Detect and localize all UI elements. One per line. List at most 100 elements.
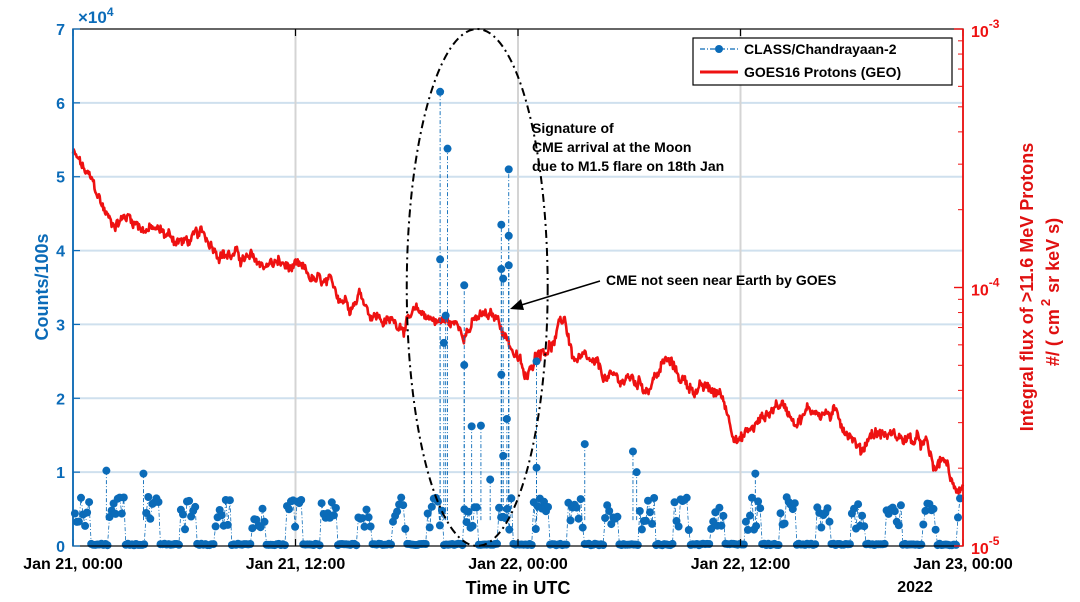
class-spike-point — [628, 447, 637, 456]
class-point — [684, 526, 693, 534]
class-spike-point — [486, 475, 495, 484]
class-point — [952, 540, 960, 549]
x-tick-label: Jan 21, 00:00 — [23, 556, 123, 573]
y-right-label: Integral flux of >11.6 MeV Protons — [1017, 143, 1037, 432]
class-point — [613, 512, 622, 521]
class-point — [748, 493, 756, 502]
class-point — [458, 541, 467, 550]
y-right-tick-label: 10-4 — [971, 276, 1000, 300]
class-spike-point — [532, 357, 541, 366]
x-axis-label: Time in UTC — [466, 578, 571, 598]
class-spike-point — [443, 144, 452, 153]
class-point — [746, 511, 754, 520]
legend-goes-label: GOES16 Protons (GEO) — [744, 64, 901, 80]
class-point — [566, 516, 575, 525]
class-point — [605, 507, 614, 515]
class-point — [890, 507, 899, 516]
class-point — [146, 514, 155, 523]
class-point — [248, 524, 257, 533]
x-year-label: 2022 — [897, 579, 933, 596]
class-spike-point — [436, 87, 445, 96]
y-left-tick-label: 7 — [56, 22, 65, 39]
legend-class-label: CLASS/Chandrayaan-2 — [744, 41, 897, 57]
class-spike-point — [499, 451, 508, 460]
class-point — [599, 541, 608, 549]
class-point — [358, 514, 367, 523]
class-spike-point — [580, 440, 589, 449]
annotation-signature: Signature of CME arrival at the Moon due… — [532, 120, 724, 174]
class-spike-point — [460, 281, 469, 290]
class-spike-point — [497, 265, 506, 274]
class-point — [648, 519, 657, 528]
goes16-line — [71, 148, 965, 495]
gridlines — [73, 29, 963, 546]
legend-box — [692, 37, 953, 86]
annotation-arrow — [510, 280, 601, 310]
class-point — [77, 493, 85, 502]
y-left-tick-label: 5 — [56, 170, 65, 187]
class-point — [217, 511, 226, 520]
class-point — [715, 503, 724, 512]
class-point — [315, 541, 324, 550]
class-point — [576, 495, 585, 504]
y-left-tick-label: 0 — [56, 539, 65, 556]
class-spike-point — [532, 463, 541, 472]
y-left-tick-label: 1 — [56, 465, 65, 482]
class-point — [954, 513, 962, 522]
class-point — [360, 522, 369, 531]
legend: CLASS/Chandrayaan-2 GOES16 Protons (GEO) — [692, 37, 953, 86]
class-point — [650, 494, 659, 502]
class-point — [191, 502, 200, 511]
class-spike-point — [504, 261, 513, 270]
y-left-tick-label: 2 — [56, 391, 65, 408]
class-point — [754, 497, 763, 506]
x-tick-label: Jan 21, 12:00 — [246, 556, 346, 573]
class-point — [144, 493, 153, 501]
class-spike-point — [436, 255, 445, 264]
cme-highlight — [405, 28, 549, 547]
annotation-not-seen: CME not seen near Earth by GOES — [606, 272, 836, 288]
legend-class-marker — [715, 45, 723, 53]
class-point — [142, 509, 151, 517]
class-spike-point — [497, 370, 506, 379]
class-spike-point — [632, 468, 641, 477]
y-left-tick-label: 3 — [56, 317, 65, 334]
class-point — [117, 509, 126, 518]
class-series — [70, 87, 964, 550]
y-right-tick-label: 10-5 — [971, 534, 1000, 558]
class-spike-point — [499, 274, 508, 283]
class-point — [154, 498, 163, 506]
class-spike-point — [502, 414, 511, 423]
class-point — [860, 522, 869, 531]
class-spike-point — [504, 165, 513, 174]
class-spike-point — [467, 422, 476, 431]
class-spike-point — [102, 466, 111, 475]
class-point — [362, 505, 371, 514]
y-right-units: #/ ( cm2sr keV s) — [1038, 218, 1063, 366]
y-left-multiplier: ×104 — [78, 5, 114, 27]
x-tick-label: Jan 23, 00:00 — [913, 556, 1013, 573]
class-point — [495, 503, 504, 512]
class-spike-point — [441, 311, 450, 320]
class-point — [717, 521, 726, 530]
class-point — [423, 509, 432, 518]
class-point — [174, 540, 183, 549]
y-left-tick-label: 6 — [56, 96, 65, 113]
axes: 0 1 2 3 4 5 6 7 Jan 21, 00:00 Jan 21, 12:00 Jan 22… — [23, 17, 1013, 573]
class-point — [825, 517, 834, 526]
class-point — [780, 519, 789, 528]
cme-ellipse — [405, 28, 549, 547]
class-baseline-line — [74, 496, 961, 546]
goes16-series — [71, 148, 965, 495]
class-spike-point — [497, 220, 506, 229]
class-point — [635, 507, 644, 515]
class-point — [921, 506, 930, 515]
x-tick-label: Jan 22, 12:00 — [691, 556, 791, 573]
class-point — [641, 516, 650, 525]
class-spike-point — [439, 338, 448, 347]
class-point — [393, 507, 402, 516]
class-point — [637, 525, 646, 534]
y-left-tick-label: 4 — [56, 244, 65, 261]
class-spike-point — [504, 231, 513, 240]
class-point — [81, 521, 90, 530]
